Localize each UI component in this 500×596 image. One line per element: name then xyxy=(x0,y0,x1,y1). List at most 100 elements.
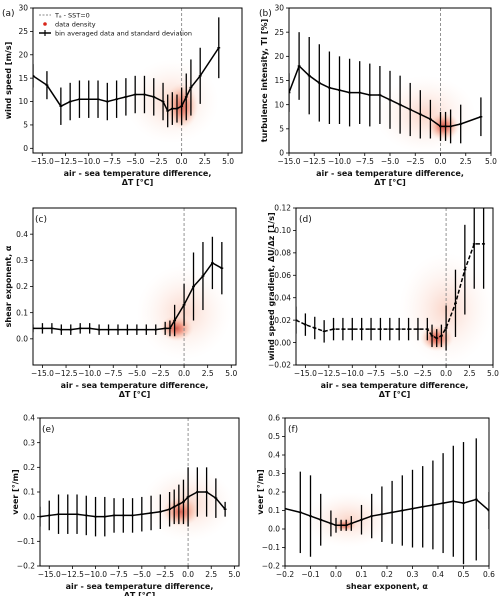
x-tick-label: −2.5 xyxy=(414,369,432,378)
y-tick-label: 0.12 xyxy=(274,204,291,213)
data-point xyxy=(201,275,205,277)
x-tick-label: 0.1 xyxy=(356,570,368,579)
data-point xyxy=(66,513,70,515)
y-tick-label: 0.08 xyxy=(274,249,291,258)
data-point xyxy=(388,328,392,330)
chart-panel-d: −15.0 −12.5 −10.0 −7.5 −5.0 −2.5 0.0 2.5 5.0 −0.0… xyxy=(267,204,499,399)
x-tick-label: −10.0 xyxy=(328,157,351,166)
x-axis-label: ΔT [°C] xyxy=(122,178,154,187)
data-point xyxy=(40,515,42,518)
y-tick-label: 0.4 xyxy=(23,414,35,423)
y-tick-label: 0.6 xyxy=(268,414,280,423)
y-tick-label: 0.10 xyxy=(274,226,291,235)
data-point xyxy=(439,125,442,128)
data-point xyxy=(444,327,448,329)
x-tick-label: −12.5 xyxy=(61,570,84,579)
data-point xyxy=(388,99,392,101)
x-tick-label: 5.0 xyxy=(228,570,240,579)
y-tick-label: 30 xyxy=(18,4,28,13)
data-point xyxy=(166,110,170,112)
data-point xyxy=(341,328,345,330)
y-tick-label: 0.1 xyxy=(23,488,35,497)
x-axis-label: ΔT [°C] xyxy=(374,178,406,187)
y-tick-label: 0.4 xyxy=(268,451,280,460)
x-tick-label: −5.0 xyxy=(133,570,151,579)
data-point xyxy=(182,501,185,503)
chart-panel-c: −15.0 −12.5 −10.0 −7.5 −5.0 −2.5 0.0 2.5 5.0 0.0 0… xyxy=(4,207,237,399)
x-tick-label: −5.0 xyxy=(126,157,144,166)
x-tick-label: 2.5 xyxy=(464,369,476,378)
data-point xyxy=(131,514,134,517)
y-axis-label: wind speed gradient, ΔU/Δz [1/s] xyxy=(267,212,276,360)
panel-label: (b) xyxy=(259,9,272,19)
data-point xyxy=(198,75,202,77)
x-tick-label: 0.5 xyxy=(458,570,470,579)
data-point xyxy=(408,108,412,111)
y-tick-label: 0.0 xyxy=(16,335,28,344)
x-tick-label: −10.0 xyxy=(77,157,100,166)
chart-panel-b: −15.0 −12.5 −10.0 −7.5 −5.0 −2.5 0.0 2.5 5.0 0 5 10… xyxy=(259,4,497,187)
data-point xyxy=(459,123,463,125)
y-tick-label: 0.4 xyxy=(16,230,28,239)
data-point xyxy=(112,514,116,517)
data-point xyxy=(425,328,429,330)
data-point xyxy=(368,94,372,96)
data-point xyxy=(78,327,82,330)
x-tick-label: 0.3 xyxy=(407,570,419,579)
y-tick-label: 20 xyxy=(274,52,284,61)
y-tick-label: −0.2 xyxy=(17,562,35,571)
axes-frame xyxy=(284,417,490,567)
x-axis-label: air - sea temperature difference, xyxy=(66,582,214,591)
data-point xyxy=(334,524,338,526)
data-point xyxy=(344,524,348,526)
x-tick-label: −10.0 xyxy=(84,570,107,579)
data-point xyxy=(103,515,107,518)
data-point xyxy=(133,93,137,96)
y-tick-label: 0.5 xyxy=(268,432,280,441)
y-tick-label: 0.1 xyxy=(268,506,280,515)
data-point xyxy=(59,105,63,107)
data-point xyxy=(192,285,195,288)
y-tick-label: 0.0 xyxy=(268,525,280,534)
y-tick-label: 5 xyxy=(279,125,284,134)
data-point xyxy=(429,118,432,120)
y-tick-label: 0.2 xyxy=(268,488,280,497)
panel-label: (d) xyxy=(299,215,312,225)
data-point xyxy=(220,267,224,269)
legend-label: data density xyxy=(55,20,96,28)
x-tick-label: −5.0 xyxy=(381,157,399,166)
x-tick-label: −12.5 xyxy=(55,369,78,378)
x-tick-label: −7.5 xyxy=(367,369,385,378)
data-point xyxy=(84,514,88,517)
data-point xyxy=(50,327,54,330)
x-tick-label: −7.5 xyxy=(356,157,374,166)
data-point xyxy=(398,103,402,106)
data-point xyxy=(454,302,457,305)
y-tick-label: 15 xyxy=(274,76,284,85)
data-point xyxy=(152,96,156,98)
x-tick-label: −15.0 xyxy=(294,369,317,378)
data-point xyxy=(182,304,186,306)
data-point xyxy=(482,243,486,245)
x-tick-label: −2.5 xyxy=(156,570,174,579)
x-tick-label: 0.0 xyxy=(435,157,447,166)
x-axis-label: air - sea temperature difference, xyxy=(61,381,209,390)
y-tick-label: −0.1 xyxy=(17,537,35,546)
data-point xyxy=(358,91,362,94)
x-axis-label: shear exponent, α xyxy=(346,582,428,591)
data-point xyxy=(313,327,317,329)
x-tick-label: 0.0 xyxy=(178,369,190,378)
data-point xyxy=(297,65,301,67)
data-point xyxy=(285,507,287,510)
data-point xyxy=(223,508,227,510)
panel-label: (e) xyxy=(42,425,55,435)
data-point xyxy=(68,100,72,103)
data-point xyxy=(348,91,351,94)
y-tick-label: 0.2 xyxy=(23,463,35,472)
data-point xyxy=(140,513,144,515)
data-point xyxy=(369,328,373,330)
data-point xyxy=(177,503,181,506)
panel-label: (c) xyxy=(35,215,47,225)
legend-dot-swatch xyxy=(43,22,47,26)
data-point xyxy=(121,514,125,517)
